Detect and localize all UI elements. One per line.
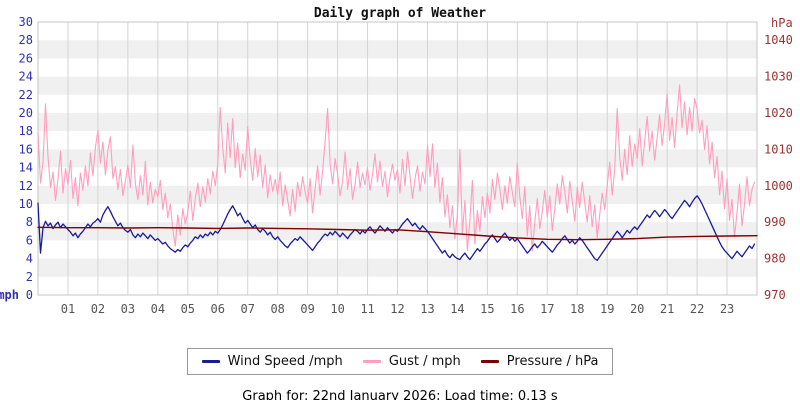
x-tick-label: 02 [91,302,105,316]
gust-swatch [362,360,381,363]
wind-speed-swatch [201,360,220,363]
right-axis-tick: 990 [764,215,786,229]
right-axis-tick: 1030 [764,70,793,84]
right-axis-tick: 980 [764,252,786,266]
x-tick-label: 11 [360,302,374,316]
left-axis-tick: 4 [26,252,33,266]
x-tick-label: 10 [330,302,344,316]
legend-label-wind-speed: Wind Speed /mph [227,354,343,369]
x-tick-label: 15 [480,302,494,316]
x-tick-label: 06 [211,302,225,316]
left-axis-tick: 12 [19,179,33,193]
left-axis-tick: 20 [19,106,33,120]
right-axis-tick: 1010 [764,142,793,156]
footer-text: Graph for: 22nd January 2026; Load time:… [242,389,558,400]
legend-item-pressure: Pressure / hPa [480,354,599,369]
legend-label-pressure: Pressure / hPa [506,354,599,369]
left-axis-tick: 24 [19,70,33,84]
gust-line [37,84,756,252]
x-tick-label: 22 [690,302,704,316]
x-tick-label: 12 [390,302,404,316]
legend-item-wind-speed: Wind Speed /mph [201,354,343,369]
right-axis-tick: 970 [764,288,786,302]
x-tick-label: 17 [540,302,554,316]
x-tick-label: 20 [630,302,644,316]
legend-box: Wind Speed /mph Gust / mph Pressure / hP… [186,348,614,375]
x-tick-label: 16 [510,302,524,316]
left-axis-tick: 14 [19,161,33,175]
legend-item-gust: Gust / mph [362,354,461,369]
x-tick-label: 18 [570,302,584,316]
chart-title: Daily graph of Weather [314,6,486,21]
x-tick-label: 08 [270,302,284,316]
x-tick-label: 07 [240,302,254,316]
x-tick-label: 23 [720,302,734,316]
right-axis-unit: hPa [771,16,793,30]
left-axis-tick: 18 [19,124,33,138]
x-tick-label: 03 [121,302,135,316]
left-axis-tick: 8 [26,215,33,229]
left-axis-tick: 28 [19,33,33,47]
right-axis-tick: 1040 [764,33,793,47]
chart-legend: Wind Speed /mph Gust / mph Pressure / hP… [0,348,800,375]
x-tick-label: 05 [181,302,195,316]
legend-label-gust: Gust / mph [388,354,461,369]
left-axis-tick: 26 [19,51,33,65]
x-tick-label: 21 [660,302,674,316]
weather-chart: Daily graph of Weather024681012141618202… [0,6,793,316]
right-axis-tick: 1000 [764,179,793,193]
plot-border [37,21,758,296]
pressure-swatch [480,360,499,363]
x-tick-label: 13 [420,302,434,316]
left-axis-tick: 30 [19,15,33,29]
left-axis-tick: 16 [19,142,33,156]
left-axis-unit: mph [0,288,19,302]
left-axis-tick: 10 [19,197,33,211]
x-tick-label: 01 [61,302,75,316]
right-axis-tick: 1020 [764,106,793,120]
left-axis-tick: 2 [26,270,33,284]
left-axis-tick: 6 [26,233,33,247]
left-axis-tick: 22 [19,88,33,102]
left-axis-tick: 0 [26,288,33,302]
x-tick-label: 19 [600,302,614,316]
pressure-line [37,226,758,241]
x-tick-label: 14 [450,302,464,316]
x-tick-label: 04 [151,302,165,316]
x-tick-label: 09 [300,302,314,316]
